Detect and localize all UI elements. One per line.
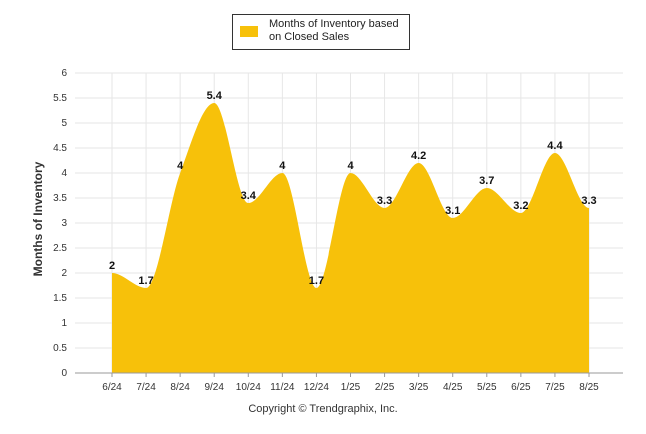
x-tick-label: 7/25 [545, 382, 565, 393]
data-label: 3.2 [513, 200, 528, 212]
data-label: 5.4 [207, 90, 223, 102]
data-label: 4.4 [547, 140, 563, 152]
x-tick-label: 12/24 [304, 382, 329, 393]
x-tick-label: 5/25 [477, 382, 497, 393]
data-label: 4 [177, 160, 184, 172]
x-tick-label: 11/24 [270, 382, 295, 393]
data-label: 4.2 [411, 150, 426, 162]
data-label: 3.7 [479, 175, 494, 187]
x-tick-label: 6/24 [102, 382, 122, 393]
y-tick-label: 5 [61, 118, 67, 129]
legend-label: Months of Inventory based on Closed Sale… [269, 18, 399, 43]
y-tick-label: 3 [61, 218, 67, 229]
series-area [112, 103, 589, 373]
y-tick-label: 0 [61, 368, 67, 379]
y-tick-label: 2 [61, 268, 67, 279]
y-axis-title: Months of Inventory [31, 161, 45, 277]
legend-swatch [240, 26, 258, 37]
data-label: 4 [279, 160, 286, 172]
data-label: 3.1 [445, 205, 460, 217]
data-label: 3.4 [241, 190, 257, 202]
x-tick-label: 2/25 [375, 382, 395, 393]
data-label: 1.7 [138, 275, 153, 287]
data-label: 2 [109, 260, 115, 272]
data-label: 3.3 [377, 195, 392, 207]
x-tick-label: 10/24 [236, 382, 261, 393]
x-tick-label: 8/25 [579, 382, 599, 393]
y-tick-label: 4.5 [53, 143, 67, 154]
y-tick-label: 1.5 [53, 293, 67, 304]
x-tick-label: 7/24 [136, 382, 156, 393]
data-label: 4 [347, 160, 354, 172]
x-tick-label: 8/24 [170, 382, 190, 393]
y-tick-label: 4 [61, 168, 67, 179]
data-label: 1.7 [309, 275, 324, 287]
x-tick-label: 3/25 [409, 382, 429, 393]
legend: Months of Inventory based on Closed Sale… [232, 14, 410, 50]
x-tick-label: 6/25 [511, 382, 531, 393]
y-tick-label: 3.5 [53, 193, 67, 204]
x-tick-label: 9/24 [204, 382, 224, 393]
x-tick-label: 1/25 [341, 382, 361, 393]
x-tick-label: 4/25 [443, 382, 463, 393]
y-tick-label: 1 [61, 318, 67, 329]
y-tick-label: 2.5 [53, 243, 67, 254]
y-tick-label: 6 [61, 68, 67, 79]
y-tick-label: 0.5 [53, 343, 67, 354]
y-tick-label: 5.5 [53, 93, 67, 104]
data-label: 3.3 [581, 195, 596, 207]
copyright-text: Copyright © Trendgraphix, Inc. [248, 403, 398, 415]
